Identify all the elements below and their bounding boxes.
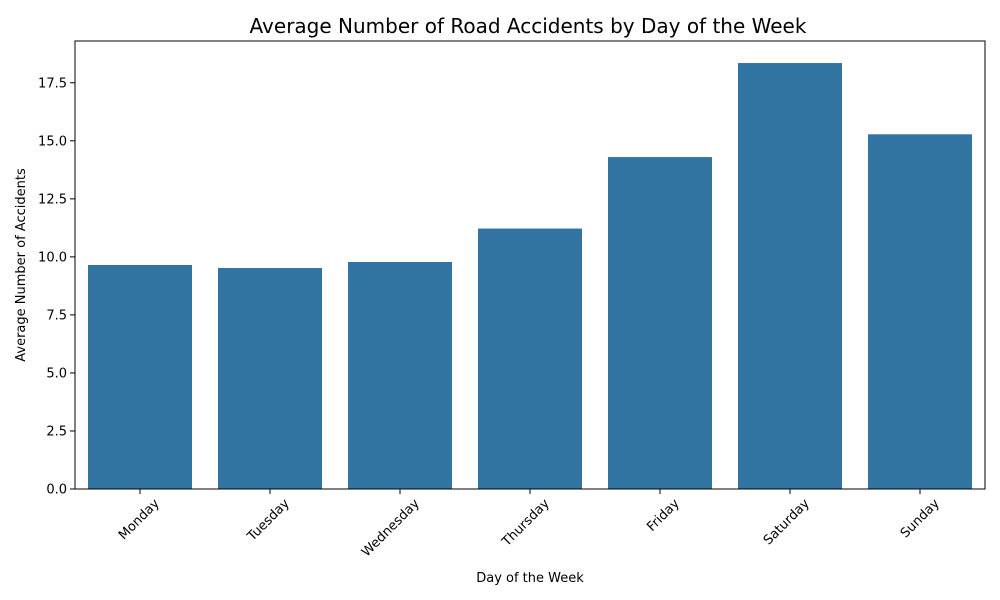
y-tick-label: 15.0: [38, 134, 67, 149]
y-tick-label: 12.5: [38, 192, 67, 207]
y-axis-label: Average Number of Accidents: [14, 168, 29, 362]
x-tick-label-thursday: Thursday: [499, 496, 553, 550]
chart-title: Average Number of Road Accidents by Day …: [250, 14, 807, 38]
x-tick-label-saturday: Saturday: [761, 496, 813, 548]
bar-saturday: [738, 63, 842, 490]
y-tick-label: 5.0: [46, 366, 67, 381]
plot-frame: [74, 40, 986, 490]
bar-friday: [608, 157, 712, 489]
bar-sunday: [868, 134, 972, 489]
x-tick-label-monday: Monday: [116, 496, 163, 543]
y-tick-label: 17.5: [38, 76, 67, 91]
bar-wednesday: [348, 261, 452, 489]
x-tick-label-tuesday: Tuesday: [244, 496, 293, 545]
x-tick-label-wednesday: Wednesday: [359, 496, 423, 560]
y-tick-label: 2.5: [46, 424, 67, 439]
bar-thursday: [478, 228, 582, 489]
bars-group: [88, 63, 972, 490]
y-tick-label: 7.5: [46, 308, 67, 323]
y-tick-label: 10.0: [38, 250, 67, 265]
x-axis-label: Day of the Week: [476, 571, 584, 586]
bar-tuesday: [218, 268, 322, 489]
y-tick-label: 0.0: [46, 483, 67, 498]
bar-monday: [88, 265, 192, 489]
x-tick-label-friday: Friday: [644, 496, 683, 535]
y-axis: 0.0 2.5 5.0 7.5 10.0 12.5 15.0 17.5: [38, 76, 75, 498]
x-tick-label-sunday: Sunday: [898, 496, 943, 541]
x-axis: Monday Tuesday Wednesday Thursday Friday Satu…: [116, 489, 943, 560]
